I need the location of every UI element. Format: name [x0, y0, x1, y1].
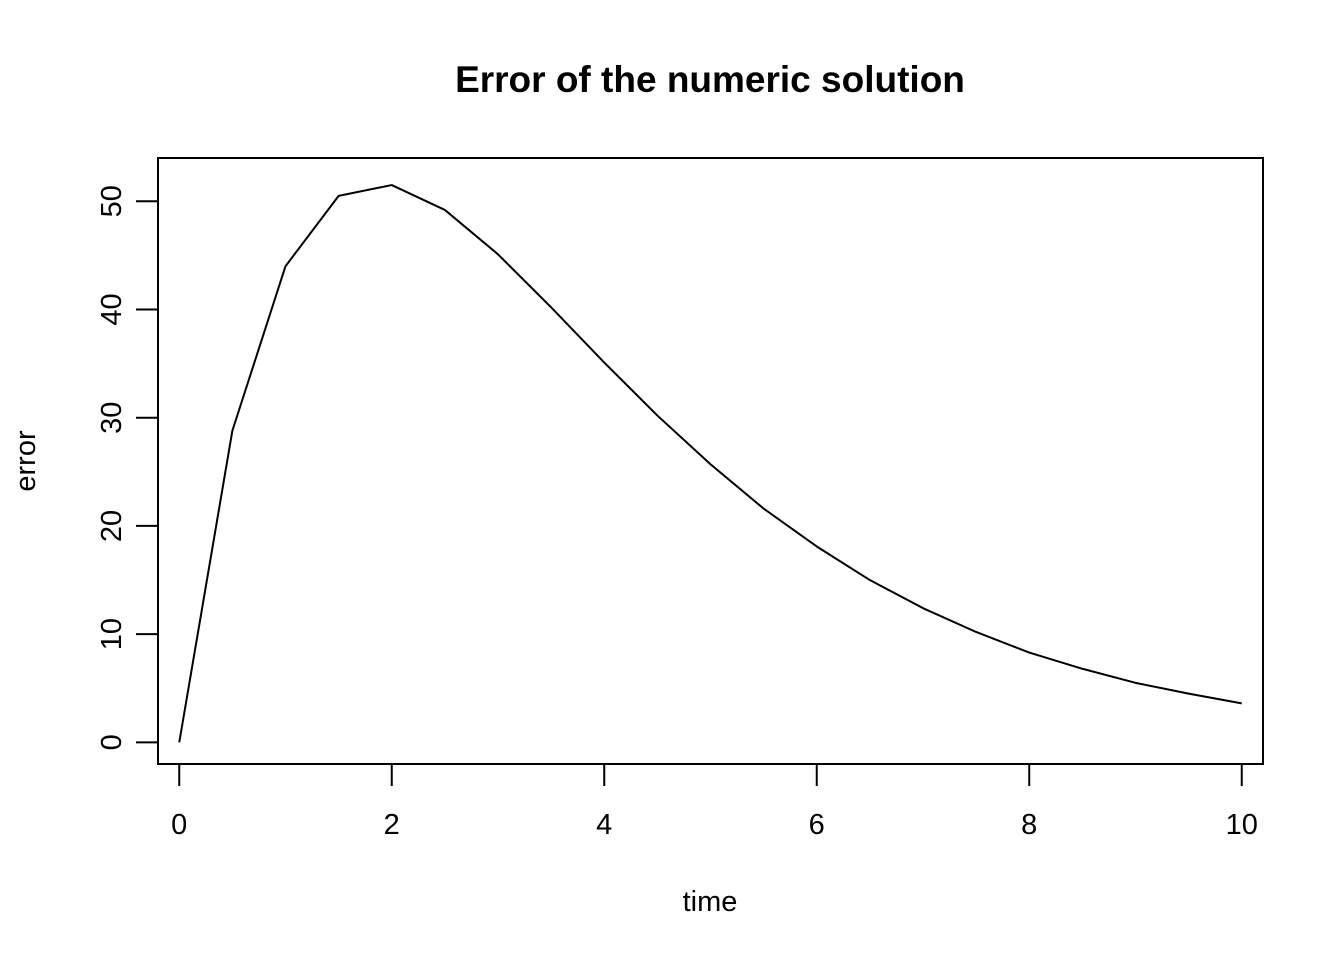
x-tick-label: 2	[384, 809, 400, 841]
series-line	[178, 184, 1242, 743]
x-tick-label: 8	[1021, 809, 1037, 841]
y-tick-label: 40	[96, 293, 128, 325]
x-tick-label: 6	[809, 809, 825, 841]
x-tick-label: 0	[171, 809, 187, 841]
y-axis: 0 10 20 30 40 50	[96, 185, 159, 750]
y-tick-label: 30	[96, 402, 128, 434]
y-tick-label: 50	[96, 185, 128, 217]
series-group	[178, 184, 1242, 743]
x-tick-label: 10	[1226, 809, 1258, 841]
x-tick-label: 4	[596, 809, 612, 841]
x-axis: 0 2 4 6 8 10	[171, 763, 1258, 841]
y-tick-label: 10	[96, 618, 128, 650]
y-tick-label: 0	[96, 734, 128, 750]
x-axis-label: time	[683, 886, 738, 918]
y-tick-label: 20	[96, 510, 128, 542]
chart-title: Error of the numeric solution	[455, 59, 965, 100]
y-axis-label: error	[10, 430, 42, 492]
